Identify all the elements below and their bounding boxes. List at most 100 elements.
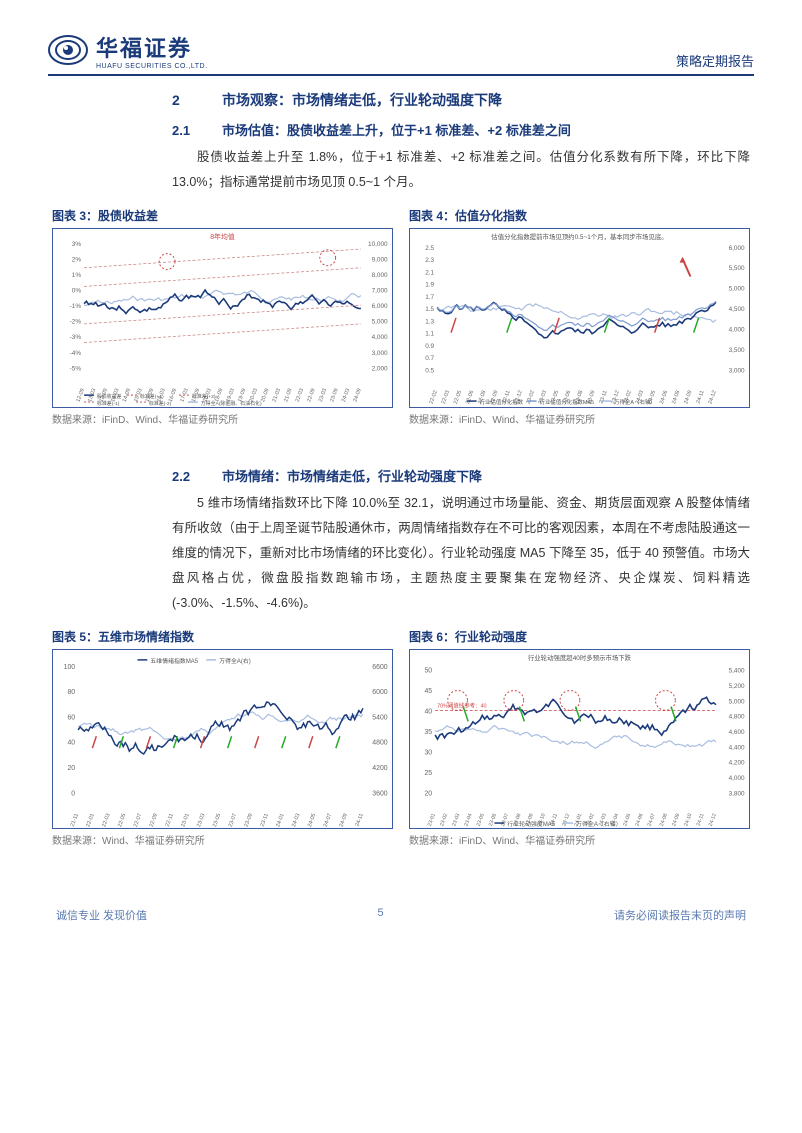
svg-text:1.7: 1.7 xyxy=(425,294,434,301)
svg-text:21-09: 21-09 xyxy=(283,388,293,403)
svg-text:23-07: 23-07 xyxy=(228,813,238,828)
svg-text:9,000: 9,000 xyxy=(372,256,388,263)
svg-text:6,000: 6,000 xyxy=(372,303,388,310)
svg-text:行业估值分化指数: 行业估值分化指数 xyxy=(480,398,524,406)
svg-text:22-05: 22-05 xyxy=(117,813,127,828)
svg-text:22-07: 22-07 xyxy=(133,813,143,828)
chart-3-source: 数据来源：iFinD、Wind、华福证券研究所 xyxy=(52,411,393,426)
svg-text:股债收益差: 股债收益差 xyxy=(97,393,122,400)
svg-text:19-03: 19-03 xyxy=(226,388,236,403)
svg-text:4200: 4200 xyxy=(372,765,388,772)
svg-text:23-01: 23-01 xyxy=(427,813,437,828)
svg-text:4,400: 4,400 xyxy=(729,744,745,751)
svg-text:23-01: 23-01 xyxy=(180,813,190,828)
svg-text:23-12: 23-12 xyxy=(561,813,571,828)
svg-text:24-11: 24-11 xyxy=(695,390,705,405)
svg-text:22-01: 22-01 xyxy=(85,813,95,828)
svg-text:行业轮动强度超40时多预示市场下跌: 行业轮动强度超40时多预示市场下跌 xyxy=(528,653,632,662)
svg-text:24-09: 24-09 xyxy=(683,390,693,405)
svg-text:22-03: 22-03 xyxy=(295,388,305,403)
svg-text:22-09: 22-09 xyxy=(149,813,159,828)
svg-text:23-11: 23-11 xyxy=(598,390,608,405)
svg-text:24-07: 24-07 xyxy=(323,813,333,828)
svg-text:35: 35 xyxy=(424,729,432,736)
svg-text:60: 60 xyxy=(67,714,75,721)
svg-text:标准差(+1): 标准差(+1) xyxy=(140,393,164,400)
svg-text:4,800: 4,800 xyxy=(729,714,745,721)
chart-4: 估值分化指数提前市场见顶约0.5~1个月，基本同步市场见底。 2.52.32.1… xyxy=(409,228,750,408)
svg-text:20: 20 xyxy=(424,790,432,797)
page-number: 5 xyxy=(377,907,383,923)
svg-text:3%: 3% xyxy=(72,241,82,248)
svg-text:40: 40 xyxy=(424,709,432,716)
svg-text:24-09: 24-09 xyxy=(671,813,681,828)
svg-text:-4%: -4% xyxy=(70,350,82,357)
svg-text:24-06: 24-06 xyxy=(634,813,644,828)
svg-text:行业估值分化指数MA5: 行业估值分化指数MA5 xyxy=(540,398,595,406)
svg-text:3,800: 3,800 xyxy=(729,790,745,797)
svg-text:3,000: 3,000 xyxy=(729,367,745,374)
svg-text:24-08: 24-08 xyxy=(659,813,669,828)
svg-text:70%阈值线参考：40: 70%阈值线参考：40 xyxy=(437,702,486,710)
svg-text:22-02: 22-02 xyxy=(429,390,439,405)
svg-text:5,500: 5,500 xyxy=(729,265,745,272)
chart-6: 行业轮动强度超40时多预示市场下跌 50454035302520 5,4005,… xyxy=(409,649,750,829)
svg-text:万得全A（右轴）: 万得全A（右轴） xyxy=(614,398,656,406)
svg-text:5,200: 5,200 xyxy=(729,683,745,690)
svg-text:20-03: 20-03 xyxy=(249,388,259,403)
section-22-heading: 2.2市场情绪：市场情绪走低，行业轮动强度下降 xyxy=(172,466,750,485)
svg-text:4800: 4800 xyxy=(372,740,388,747)
svg-text:0.7: 0.7 xyxy=(425,355,434,362)
svg-text:25: 25 xyxy=(424,770,432,777)
svg-text:6000: 6000 xyxy=(372,689,388,696)
svg-text:24-05: 24-05 xyxy=(622,813,632,828)
svg-text:24-01: 24-01 xyxy=(275,813,285,828)
svg-text:7,000: 7,000 xyxy=(372,288,388,295)
svg-text:5,000: 5,000 xyxy=(729,698,745,705)
section-21-heading: 2.1市场估值：股债收益差上升，位于+1 标准差、+2 标准差之间 xyxy=(172,120,750,139)
svg-text:6600: 6600 xyxy=(372,664,388,671)
svg-text:24-10: 24-10 xyxy=(683,813,693,828)
svg-text:22-11: 22-11 xyxy=(165,813,175,828)
doc-type-label: 策略定期报告 xyxy=(676,51,754,70)
svg-text:5,400: 5,400 xyxy=(729,668,745,675)
svg-text:23-11: 23-11 xyxy=(260,813,270,828)
svg-text:4,200: 4,200 xyxy=(729,760,745,767)
svg-text:-3%: -3% xyxy=(70,334,82,341)
svg-text:4,000: 4,000 xyxy=(729,775,745,782)
chart-4-title: 图表 4：估值分化指数 xyxy=(409,207,750,224)
svg-text:行业轮动强度MA5: 行业轮动强度MA5 xyxy=(507,820,555,828)
svg-text:2%: 2% xyxy=(72,256,82,263)
chart-4-source: 数据来源：iFinD、Wind、华福证券研究所 xyxy=(409,411,750,426)
svg-text:21-03: 21-03 xyxy=(272,388,282,403)
svg-text:16-09: 16-09 xyxy=(168,388,178,403)
svg-text:标准差(+2): 标准差(+2) xyxy=(192,393,216,400)
svg-text:2.3: 2.3 xyxy=(425,257,434,264)
svg-text:23-04: 23-04 xyxy=(464,813,474,828)
svg-text:4,500: 4,500 xyxy=(729,306,745,313)
svg-text:0%: 0% xyxy=(72,288,82,295)
chart-5-source: 数据来源：Wind、华福证券研究所 xyxy=(52,832,393,847)
svg-text:3,500: 3,500 xyxy=(729,347,745,354)
svg-text:23-02: 23-02 xyxy=(439,813,449,828)
logo: 华福证券 HUAFU SECURITIES CO.,LTD. xyxy=(48,30,208,70)
svg-text:30: 30 xyxy=(424,749,432,756)
chart-6-title: 图表 6：行业轮动强度 xyxy=(409,628,750,645)
svg-text:5,000: 5,000 xyxy=(729,286,745,293)
svg-text:24-09: 24-09 xyxy=(352,388,362,403)
svg-text:1.5: 1.5 xyxy=(425,306,434,313)
svg-text:-2%: -2% xyxy=(70,319,82,326)
svg-text:20-09: 20-09 xyxy=(260,388,270,403)
svg-text:0.5: 0.5 xyxy=(425,367,434,374)
svg-text:80: 80 xyxy=(67,689,75,696)
svg-text:23-03: 23-03 xyxy=(196,813,206,828)
svg-text:23-05: 23-05 xyxy=(212,813,222,828)
footer-right: 请务必阅读报告末页的声明 xyxy=(614,907,746,923)
svg-text:5400: 5400 xyxy=(372,714,388,721)
svg-text:3,000: 3,000 xyxy=(372,350,388,357)
footer-left: 诚信专业 发现价值 xyxy=(56,907,147,923)
svg-text:23-02: 23-02 xyxy=(526,390,536,405)
page-header: 华福证券 HUAFU SECURITIES CO.,LTD. 策略定期报告 xyxy=(48,30,754,76)
svg-text:标准差(-2): 标准差(-2) xyxy=(149,400,172,407)
svg-text:24-07: 24-07 xyxy=(647,813,657,828)
